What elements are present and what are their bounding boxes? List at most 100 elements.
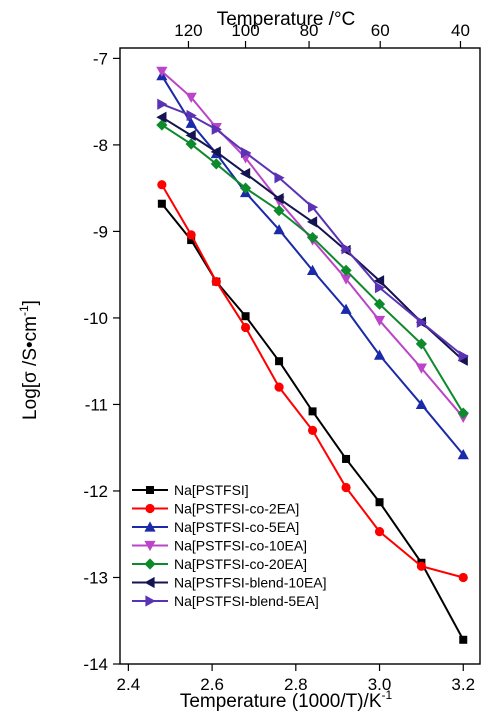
data-point: [415, 363, 427, 374]
data-point: [307, 201, 319, 213]
data-point: [458, 350, 469, 362]
top-tick-label: 100: [231, 21, 259, 40]
x-tick-label: 2.8: [284, 675, 308, 694]
data-point: [342, 454, 351, 463]
data-point: [416, 561, 426, 571]
series-line: [161, 70, 465, 419]
legend-label: Na[PSTFSI-co-10EA]: [174, 538, 307, 554]
data-point: [373, 275, 385, 287]
data-point: [374, 527, 385, 537]
y-axis-title-close: ]: [20, 300, 41, 305]
data-point: [157, 199, 166, 208]
data-point: [185, 129, 196, 141]
y-tick-label: -12: [83, 482, 108, 501]
data-point: [239, 167, 251, 180]
x-axis-title-main: Temperature (1000/T)/K: [180, 691, 382, 712]
data-point: [185, 92, 197, 103]
x-axis-title: Temperature (1000/T)/K-1: [180, 688, 393, 712]
y-tick-label: -13: [83, 568, 108, 587]
data-point: [185, 138, 197, 150]
data-point: [273, 205, 285, 217]
data-point: [457, 407, 469, 419]
data-point: [273, 224, 285, 235]
data-point: [156, 119, 168, 131]
series-1: [157, 180, 468, 583]
legend-label: Na[PSTFSI-co-20EA]: [174, 556, 307, 572]
data-point: [274, 172, 285, 184]
data-point: [308, 407, 317, 416]
data-point: [307, 425, 318, 436]
data-point: [306, 231, 319, 244]
series-5: [156, 111, 468, 366]
x-tick-label: 3.0: [368, 675, 392, 694]
series-line: [161, 124, 465, 414]
legend-marker: [144, 576, 155, 589]
legend-item: Na[PSTFSI-co-2EA]: [132, 501, 299, 517]
x-axis-title-superscript: -1: [382, 688, 393, 702]
legend-label: Na[PSTFSI-co-5EA]: [174, 519, 299, 535]
top-tick-label: 80: [300, 21, 319, 40]
series-4: [156, 119, 469, 419]
series-line: [160, 184, 464, 579]
data-point: [157, 180, 167, 190]
top-tick-label: 120: [174, 21, 202, 40]
legend-item: Na[PSTFSI]: [132, 482, 249, 498]
data-point: [375, 498, 384, 507]
series-2: [156, 70, 469, 460]
data-point: [187, 236, 196, 245]
data-point: [186, 109, 197, 122]
series-line: [161, 103, 464, 357]
data-point: [373, 298, 386, 310]
legend-label: Na[PSTFSI-co-2EA]: [174, 501, 299, 517]
legend-label: Na[PSTFSI-blend-5EA]: [174, 593, 319, 609]
plot-frame: [119, 47, 481, 665]
data-point: [241, 312, 250, 321]
legend-item: Na[PSTFSI-co-20EA]: [132, 556, 307, 572]
legend-marker: [146, 486, 154, 494]
y-axis-title: Log[σ /S•cm-1]: [17, 300, 41, 420]
y-tick-label: -10: [83, 309, 108, 328]
series-line: [161, 203, 465, 641]
data-point: [186, 230, 196, 240]
data-point: [156, 66, 168, 77]
top-axis-title: Temperature /°C: [217, 9, 356, 30]
data-point: [210, 146, 221, 158]
series-line: [161, 75, 465, 456]
legend-label: Na[PSTFSI-blend-10EA]: [174, 575, 327, 591]
y-axis-title-superscript: -1: [17, 305, 31, 316]
data-point: [156, 111, 167, 123]
data-point: [458, 572, 468, 583]
series-6: [157, 98, 469, 362]
y-tick-label: -11: [85, 395, 108, 414]
top-tick-label: 40: [451, 21, 470, 40]
y-tick-label: -8: [93, 136, 108, 155]
series-group: [156, 66, 469, 644]
data-point: [415, 398, 427, 410]
data-point: [457, 449, 469, 460]
data-point: [341, 482, 351, 493]
y-axis-title-main: Log[σ /S•cm: [20, 316, 41, 420]
legend-item: Na[PSTFSI-co-10EA]: [132, 538, 307, 554]
data-point: [415, 338, 427, 350]
data-point: [340, 303, 352, 314]
series-3: [156, 66, 469, 424]
top-tick-label: 60: [371, 21, 390, 40]
data-point: [341, 243, 352, 255]
data-point: [306, 216, 318, 228]
data-point: [340, 274, 352, 285]
series-line: [161, 116, 464, 362]
data-point: [373, 315, 386, 327]
data-point: [459, 635, 468, 644]
data-point: [239, 182, 252, 194]
x-tick-label: 3.2: [451, 675, 475, 694]
data-point: [374, 282, 386, 294]
data-point: [273, 192, 284, 205]
plot-area: [119, 47, 481, 665]
y-tick-label: -9: [93, 222, 108, 241]
legend-marker: [145, 595, 156, 607]
legend-marker: [144, 558, 156, 570]
data-point: [211, 276, 221, 287]
data-point: [340, 264, 352, 276]
data-point: [275, 357, 284, 366]
